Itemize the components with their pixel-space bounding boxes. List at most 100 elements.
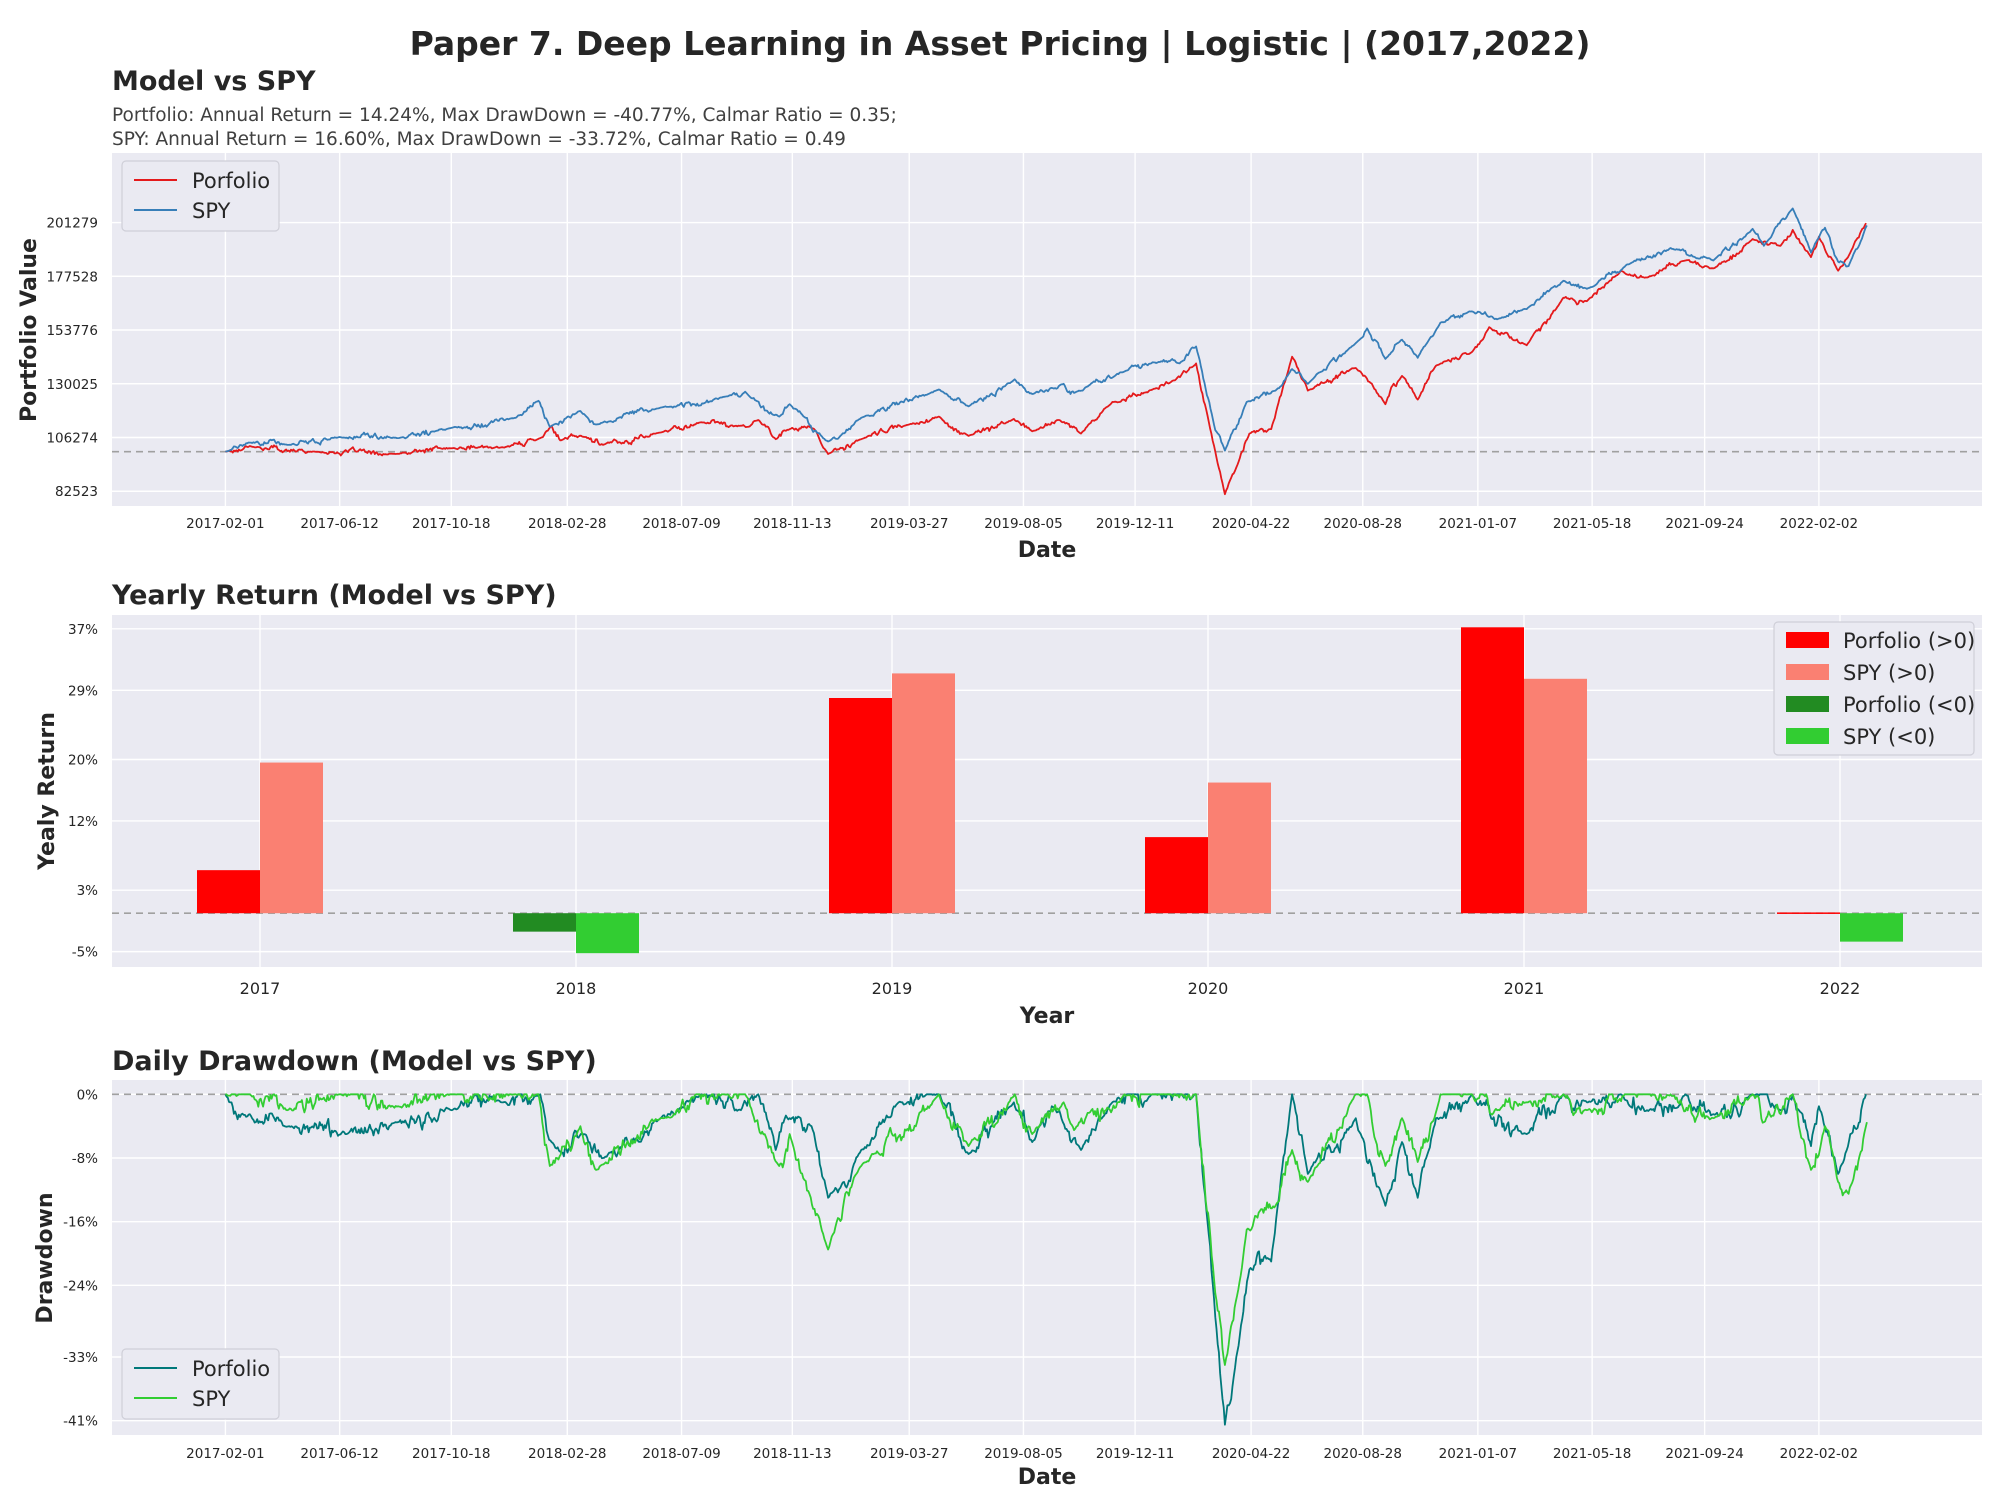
p1-y-tick-label: 82523 xyxy=(55,484,98,500)
p2-bar-portfolio-2018 xyxy=(513,913,576,932)
p1-x-tick-labels: 2017-02-01 2017-06-12 2017-10-18 2018-02-28… xyxy=(186,516,1858,532)
p3-legend-box xyxy=(121,1348,280,1420)
p3-x-tick-label: 2022-02-02 xyxy=(1780,1446,1858,1462)
p1-x-tick-label: 2019-08-05 xyxy=(984,516,1062,532)
p3-series-lines xyxy=(224,1093,1868,1426)
p3-x-tick-label: 2017-10-18 xyxy=(412,1446,490,1462)
p2-plot-area xyxy=(112,615,1982,967)
p2-y-tick-label: 3% xyxy=(77,883,99,899)
p2-title: Yearly Return (Model vs SPY) xyxy=(111,580,557,611)
p1-x-tick-label: 2020-04-22 xyxy=(1212,516,1290,532)
p3-y-tick-label: -41% xyxy=(63,1414,98,1430)
p1-x-tick-label: 2022-02-02 xyxy=(1780,516,1858,532)
p1-y-axis-label: Portfolio Value xyxy=(17,238,42,422)
p3-y-tick-label: 0% xyxy=(77,1087,99,1103)
p3-y-tick-label: -8% xyxy=(72,1151,98,1167)
p2-legend-box xyxy=(1773,621,1975,756)
p2-bar-spy-2021 xyxy=(1524,678,1587,914)
p1-y-tick-labels: 82523 106274 130025 153776 177528 201279 xyxy=(46,216,98,501)
p2-x-tick-label: 2022 xyxy=(1820,979,1861,998)
p3-x-tick-label: 2020-04-22 xyxy=(1212,1446,1290,1462)
p1-y-tick-label: 106274 xyxy=(46,430,98,446)
p1-x-tick-label: 2018-11-13 xyxy=(753,516,831,532)
p2-legend-swatch-portfolio-neg xyxy=(1786,696,1829,712)
p2-legend-swatch-spy-pos xyxy=(1786,664,1829,680)
p2-legend-swatch-spy-neg xyxy=(1786,728,1829,744)
p3-y-axis-label: Drawdown xyxy=(33,1192,58,1323)
p3-x-tick-labels: 2017-02-01 2017-06-12 2017-10-18 2018-02-28… xyxy=(186,1446,1858,1462)
p1-legend-label-spy: SPY xyxy=(192,199,231,223)
p1-subtitle-line-2: SPY: Annual Return = 16.60%, Max DrawDow… xyxy=(112,129,846,150)
p2-bar-portfolio-2019 xyxy=(829,698,892,914)
p1-title: Model vs SPY xyxy=(112,66,316,97)
p3-x-tick-label: 2020-08-28 xyxy=(1324,1446,1402,1462)
p1-x-tick-label: 2017-10-18 xyxy=(412,516,490,532)
p1-x-tick-label: 2021-09-24 xyxy=(1665,516,1743,532)
p2-bar-spy-2017 xyxy=(260,762,323,914)
p3-x-tick-label: 2018-11-13 xyxy=(753,1446,831,1462)
p1-y-tick-label: 153776 xyxy=(46,323,98,339)
p2-bar-spy-2019 xyxy=(892,673,955,914)
p1-line-portfolio xyxy=(225,222,1867,496)
p2-legend: Porfolio (>0) SPY (>0) Porfolio (<0) SPY… xyxy=(1773,621,1975,756)
p3-y-tick-label: -16% xyxy=(63,1215,98,1231)
figure-suptitle: Paper 7. Deep Learning in Asset Pricing … xyxy=(410,24,1591,63)
p3-y-tick-label: -24% xyxy=(63,1278,98,1294)
p2-legend-label-spy-neg: SPY (<0) xyxy=(1843,725,1935,749)
p3-x-tick-label: 2021-09-24 xyxy=(1665,1446,1743,1462)
yearly-return-panel: Yearly Return (Model vs SPY) 2017 2018 201… xyxy=(35,580,1982,1029)
p2-legend-label-portfolio-neg: Porfolio (<0) xyxy=(1843,693,1975,717)
p1-x-tick-label: 2021-05-18 xyxy=(1553,516,1631,532)
p2-y-tick-label: 29% xyxy=(68,683,98,699)
p3-gridlines xyxy=(112,1080,1982,1435)
p1-legend: Porfolio SPY xyxy=(121,160,280,232)
p3-y-tick-label: -33% xyxy=(63,1350,98,1366)
p2-bar-spy-2018 xyxy=(576,913,639,954)
p2-x-tick-label: 2018 xyxy=(556,979,597,998)
p1-legend-box xyxy=(121,160,280,232)
p1-y-tick-label: 177528 xyxy=(46,269,98,285)
p2-x-tick-label: 2021 xyxy=(1504,979,1545,998)
p3-x-tick-label: 2021-01-07 xyxy=(1439,1446,1517,1462)
p1-line-spy xyxy=(225,207,1868,453)
p3-x-tick-label: 2017-06-12 xyxy=(300,1446,378,1462)
p2-bar-portfolio-2017 xyxy=(197,870,260,914)
p2-x-tick-label: 2019 xyxy=(872,979,913,998)
p1-gridlines xyxy=(112,153,1982,506)
p1-legend-label-portfolio: Porfolio xyxy=(192,169,270,193)
p3-legend-label-spy: SPY xyxy=(192,1387,231,1411)
p3-x-tick-label: 2021-05-18 xyxy=(1553,1446,1631,1462)
p3-x-tick-label: 2018-07-09 xyxy=(642,1446,720,1462)
p1-x-tick-label: 2018-02-28 xyxy=(528,516,606,532)
p1-x-tick-label: 2021-01-07 xyxy=(1439,516,1517,532)
p3-x-tick-label: 2019-12-11 xyxy=(1096,1446,1174,1462)
portfolio-value-panel: Model vs SPY Portfolio: Annual Return = … xyxy=(17,66,1982,563)
p2-bar-portfolio-2020 xyxy=(1145,837,1208,914)
p1-x-tick-label: 2017-06-12 xyxy=(300,516,378,532)
p3-x-tick-label: 2019-03-27 xyxy=(870,1446,948,1462)
p3-x-tick-label: 2019-08-05 xyxy=(984,1446,1062,1462)
p1-series-lines xyxy=(225,207,1868,496)
p2-bar-portfolio-2021 xyxy=(1461,627,1524,914)
p2-bars xyxy=(197,627,1903,954)
p2-bar-portfolio-2022 xyxy=(1777,912,1840,914)
p1-y-tick-label: 201279 xyxy=(46,216,98,232)
p3-legend-label-portfolio: Porfolio xyxy=(192,1357,270,1381)
p3-legend: Porfolio SPY xyxy=(121,1348,280,1420)
p2-bar-spy-2020 xyxy=(1208,782,1271,914)
p2-y-tick-labels: -5% 3% 12% 20% 29% 37% xyxy=(68,622,98,961)
p2-legend-swatch-portfolio-pos xyxy=(1786,632,1829,648)
p3-x-tick-label: 2018-02-28 xyxy=(528,1446,606,1462)
p2-bar-spy-2022 xyxy=(1840,913,1903,942)
drawdown-panel: Daily Drawdown (Model vs SPY) 2017-02-01… xyxy=(33,1046,1982,1490)
p2-y-axis-label: Yealy Return xyxy=(35,712,60,871)
p2-x-tick-label: 2017 xyxy=(240,979,281,998)
p1-x-tick-label: 2019-12-11 xyxy=(1096,516,1174,532)
p3-line-spy xyxy=(225,1093,1868,1366)
p1-x-tick-label: 2017-02-01 xyxy=(186,516,264,532)
p1-x-tick-label: 2019-03-27 xyxy=(870,516,948,532)
p3-title: Daily Drawdown (Model vs SPY) xyxy=(112,1046,597,1077)
p1-x-axis-label: Date xyxy=(1018,538,1077,563)
p1-subtitle-line-1: Portfolio: Annual Return = 14.24%, Max D… xyxy=(112,105,897,126)
